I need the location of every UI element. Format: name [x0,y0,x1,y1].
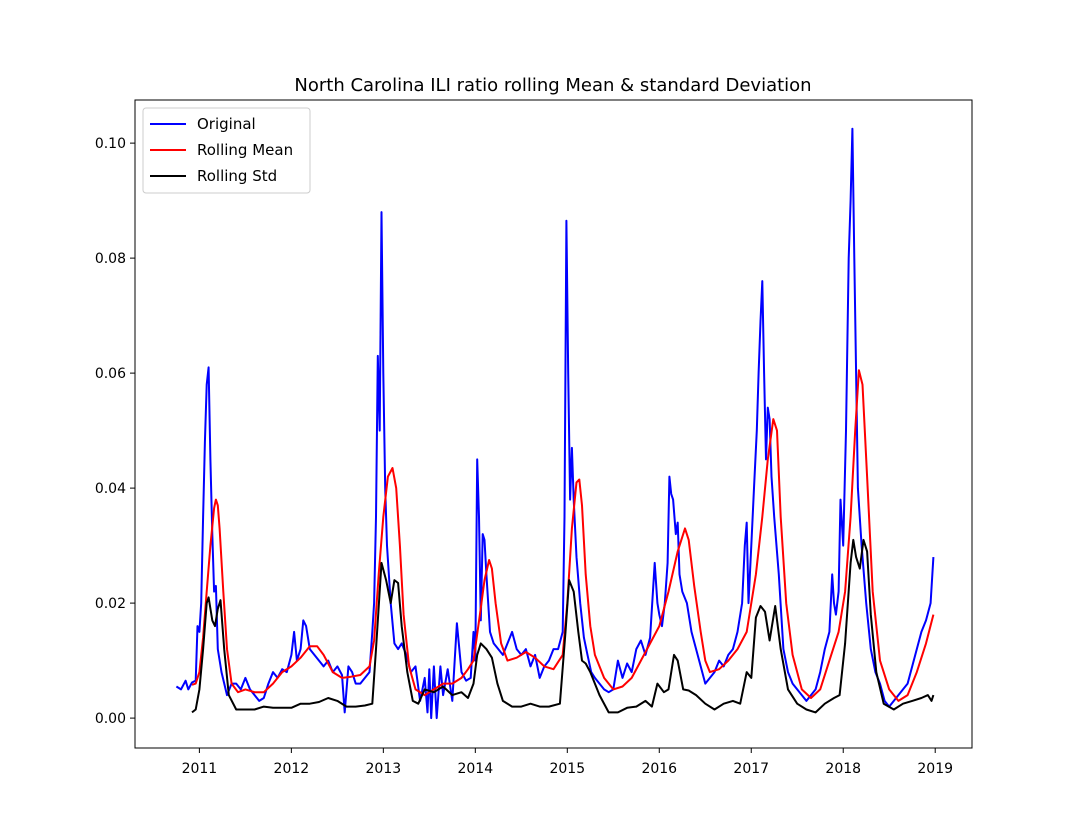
y-axis: 0.00 0.02 0.04 0.06 0.08 0.10 [95,136,135,727]
x-axis: 2011 2012 2013 2014 2015 2016 2017 2018 2019 [182,748,953,777]
legend-label: Rolling Mean [197,141,293,159]
x-tick-label: 2015 [549,761,585,777]
y-tick-label: 0.10 [95,136,126,152]
x-tick-label: 2018 [825,761,861,777]
y-tick-label: 0.00 [95,711,126,727]
x-tick-label: 2013 [366,761,402,777]
y-tick-label: 0.06 [95,366,126,382]
x-tick-label: 2011 [182,761,218,777]
y-tick-label: 0.02 [95,596,126,612]
y-tick-label: 0.08 [95,251,126,267]
plot-frame [134,99,973,749]
plot-area [175,127,935,720]
series-line-rolling-std [191,538,935,714]
series-line-original [175,127,935,720]
legend-box [142,107,311,194]
x-tick-label: 2014 [457,761,493,777]
y-tick-label: 0.04 [95,481,126,497]
x-tick-label: 2019 [917,761,953,777]
x-tick-label: 2017 [733,761,769,777]
legend-label: Rolling Std [197,167,277,185]
series-line-rolling-mean [191,369,935,702]
legend-label: Original [197,115,256,133]
legend: Original Rolling Mean Rolling Std [142,107,311,194]
x-tick-label: 2016 [641,761,677,777]
x-tick-label: 2012 [274,761,310,777]
chart-title: North Carolina ILI ratio rolling Mean & … [294,75,811,96]
